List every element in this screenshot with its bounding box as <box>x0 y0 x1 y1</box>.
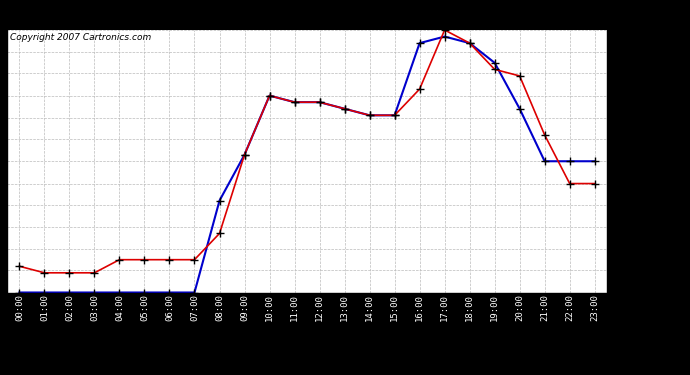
Text: Outdoor Temperature (vs) Heat Index (Last 24 Hours) 20070703: Outdoor Temperature (vs) Heat Index (Las… <box>122 11 568 25</box>
Text: Copyright 2007 Cartronics.com: Copyright 2007 Cartronics.com <box>10 33 151 42</box>
